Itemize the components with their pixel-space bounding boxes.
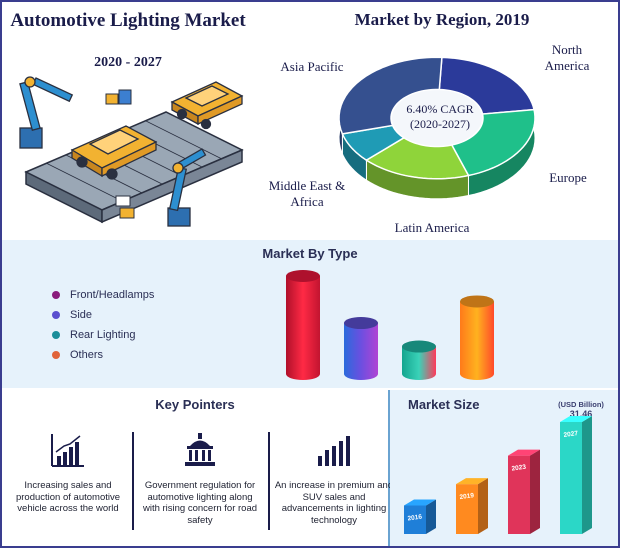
market-size-bar: 2019 <box>456 478 488 534</box>
bar-growth-icon <box>51 434 84 467</box>
market-size-year-label: 2023 <box>511 464 527 473</box>
legend-dot-icon <box>52 351 60 359</box>
region-label-latin-america: Latin America <box>394 220 470 235</box>
type-bar <box>344 317 378 380</box>
legend-dot-icon <box>52 331 60 339</box>
key-pointers-title: Key Pointers <box>155 397 235 412</box>
legend-dot-icon <box>52 311 60 319</box>
legend-item: Front/Headlamps <box>52 285 154 305</box>
type-bar <box>286 270 320 380</box>
market-size-bar: 2016 <box>404 499 436 534</box>
region-label-north-america: North America <box>544 42 590 73</box>
bar-chart-icon <box>318 436 350 466</box>
cagr-value: 6.40% CAGR <box>406 102 474 116</box>
divider <box>268 432 270 530</box>
pointer-text-1: Increasing sales and production of autom… <box>15 480 121 514</box>
market-size-unit: (USD Billion) <box>558 400 604 409</box>
cagr-period: (2020-2027) <box>410 117 470 131</box>
region-slice <box>338 56 443 135</box>
type-band: Market By Type Front/Headlamps Side Rear… <box>2 240 618 388</box>
assembly-line-illustration <box>19 76 244 227</box>
market-size-panel: Market Size (USD Billion) 31.46 2016 2019… <box>390 390 618 546</box>
region-label-mea: Middle East & Africa <box>268 178 346 209</box>
region-chart-title: Market by Region, 2019 <box>354 10 530 29</box>
legend-label: Side <box>70 309 93 321</box>
type-bar <box>460 295 494 380</box>
market-size-title: Market Size <box>408 397 480 412</box>
region-label-europe: Europe <box>549 170 587 185</box>
market-size-year-label: 2019 <box>459 492 475 501</box>
legend-label: Rear Lighting <box>70 329 136 341</box>
legend-label: Others <box>70 349 104 361</box>
type-legend: Front/Headlamps Side Rear Lighting Other… <box>52 285 154 365</box>
legend-label: Front/Headlamps <box>70 289 155 301</box>
pointer-text-3: An increase in premium and SUV sales and… <box>274 480 394 526</box>
type-section-title: Market By Type <box>262 246 358 261</box>
divider <box>132 432 134 530</box>
legend-item: Rear Lighting <box>52 325 154 345</box>
header-band: Automotive Lighting Market 2020 - 2027 <box>2 2 618 238</box>
market-size-bar: 2023 <box>508 449 540 534</box>
page-title: Automotive Lighting Market <box>10 10 246 31</box>
government-building-icon <box>185 433 215 466</box>
legend-item: Side <box>52 305 154 325</box>
legend-dot-icon <box>52 291 60 299</box>
page-years: 2020 - 2027 <box>94 55 162 70</box>
region-donut-chart <box>338 56 536 200</box>
key-pointers-panel: Key Pointers Increasing sales and produc… <box>2 390 393 546</box>
legend-item: Others <box>52 345 154 365</box>
market-size-year-label: 2027 <box>563 430 579 439</box>
market-size-chart: 2016 2019 2023 2027 <box>404 416 592 534</box>
type-bar <box>402 340 436 380</box>
pointer-text-2: Government regulation for automotive lig… <box>142 480 258 526</box>
region-label-apac: Asia Pacific <box>280 59 344 74</box>
type-cylinder-chart <box>286 270 494 380</box>
market-size-bar: 2027 <box>560 416 592 534</box>
market-size-year-label: 2016 <box>407 514 423 523</box>
market-size-value: 31.46 <box>569 409 593 419</box>
donut-hole <box>392 90 482 146</box>
